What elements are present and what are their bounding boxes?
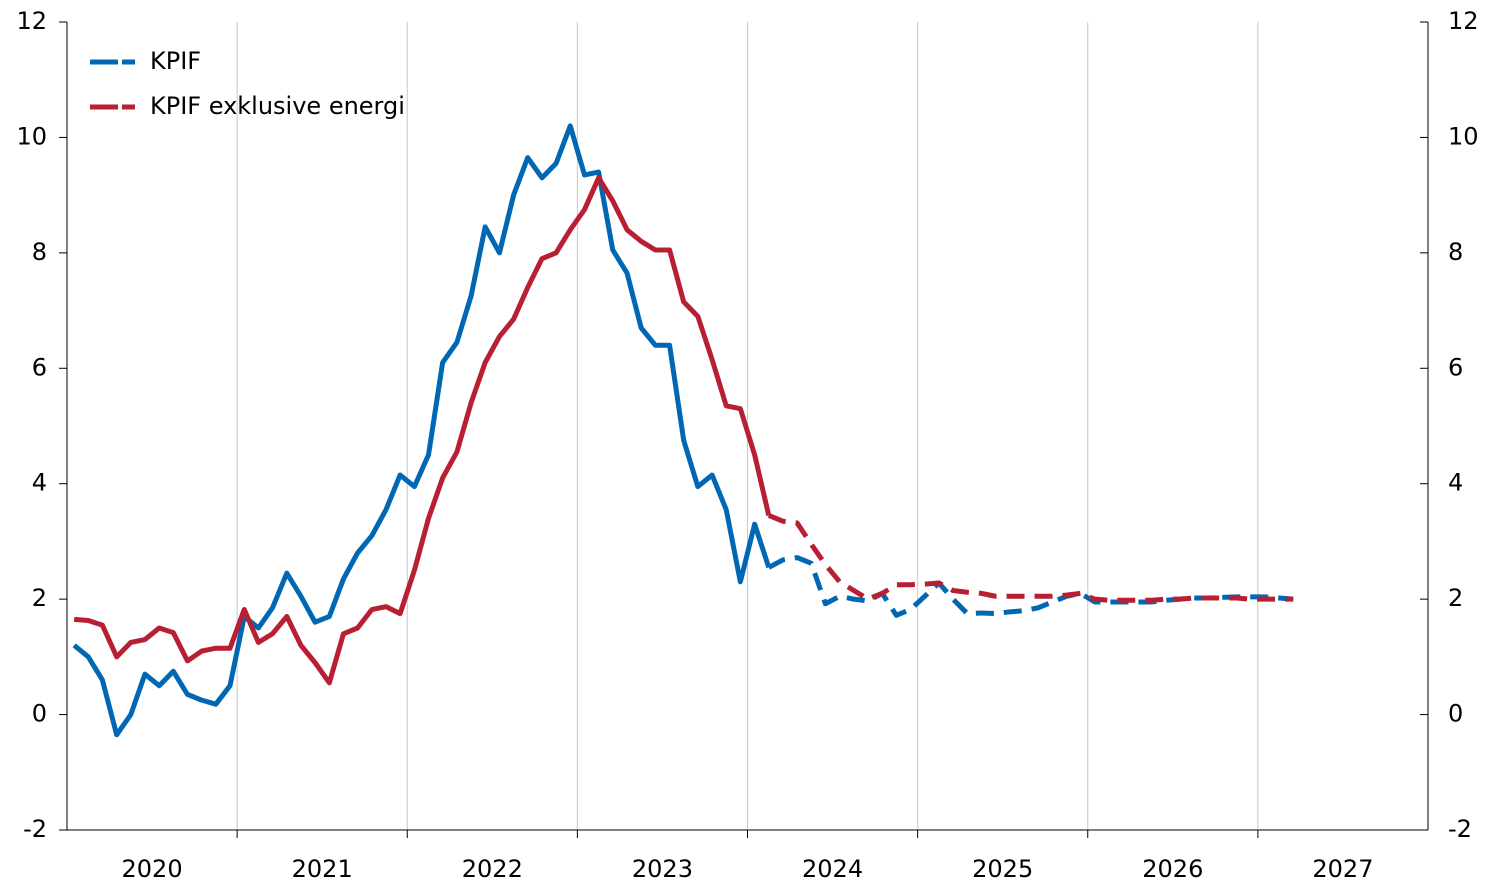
line xyxy=(72,123,772,738)
x-tick-label: 2026 xyxy=(1142,855,1203,883)
y2-tick-label: 0 xyxy=(1448,700,1463,728)
y2-tick-label: 8 xyxy=(1448,238,1463,266)
y2-tick-label: 4 xyxy=(1448,469,1463,497)
y-tick-label: -2 xyxy=(23,815,47,843)
x-tick-label: 2022 xyxy=(462,855,523,883)
x-tick-label: 2024 xyxy=(802,855,863,883)
y-tick-label: 10 xyxy=(16,122,47,150)
y2-tick-label: 10 xyxy=(1448,122,1479,150)
y2-tick-label: 12 xyxy=(1448,7,1479,35)
y-tick-label: 12 xyxy=(16,7,47,35)
y-tick-label: 6 xyxy=(32,353,47,381)
line xyxy=(73,175,772,686)
y-tick-label: 4 xyxy=(32,469,47,497)
x-tick-label: 2025 xyxy=(972,855,1033,883)
legend-label: KPIF exklusive energi xyxy=(150,92,405,120)
x-tick-label: 2020 xyxy=(122,855,183,883)
y-tick-label: 0 xyxy=(32,700,47,728)
x-tick-label: 2021 xyxy=(292,855,353,883)
y2-tick-label: 6 xyxy=(1448,353,1463,381)
y2-tick-label: 2 xyxy=(1448,584,1463,612)
y-tick-label: 8 xyxy=(32,238,47,266)
x-tick-label: 2023 xyxy=(632,855,693,883)
legend-label: KPIF xyxy=(150,47,201,75)
forecast-line xyxy=(767,513,1294,603)
y2-tick-label: -2 xyxy=(1448,815,1472,843)
x-tick-label: 2027 xyxy=(1312,855,1373,883)
y-tick-label: 2 xyxy=(32,584,47,612)
forecast-line xyxy=(767,555,1294,618)
